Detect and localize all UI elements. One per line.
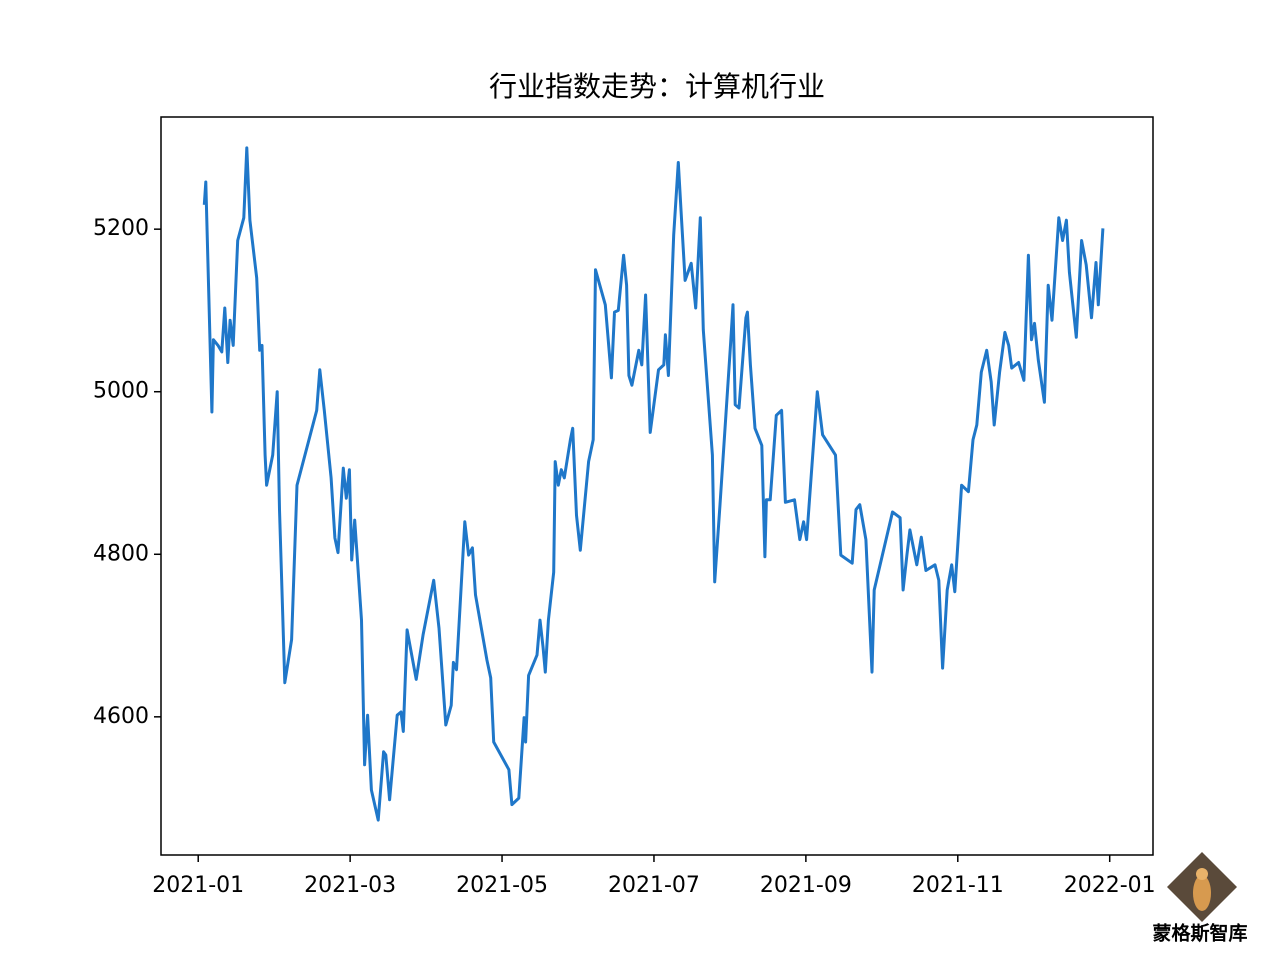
y-tick-label: 4600 xyxy=(93,704,149,729)
chart-title: 行业指数走势：计算机行业 xyxy=(489,70,825,103)
watermark-logo: 蒙格斯智库 xyxy=(1152,852,1248,945)
y-tick-label: 4800 xyxy=(93,541,149,566)
watermark-text: 蒙格斯智库 xyxy=(1152,922,1247,945)
x-tick-label: 2021-05 xyxy=(456,873,548,898)
x-tick-label: 2022-01 xyxy=(1064,873,1156,898)
plot-frame xyxy=(160,116,1154,856)
x-tick-label: 2021-07 xyxy=(608,873,700,898)
y-tick-label: 5000 xyxy=(93,379,149,404)
y-tick-label: 5200 xyxy=(93,216,149,241)
x-tick-label: 2021-09 xyxy=(760,873,852,898)
x-tick-label: 2021-03 xyxy=(304,873,396,898)
x-tick-label: 2021-01 xyxy=(152,873,244,898)
x-tick-label: 2021-11 xyxy=(912,873,1004,898)
series-line xyxy=(202,146,1105,822)
